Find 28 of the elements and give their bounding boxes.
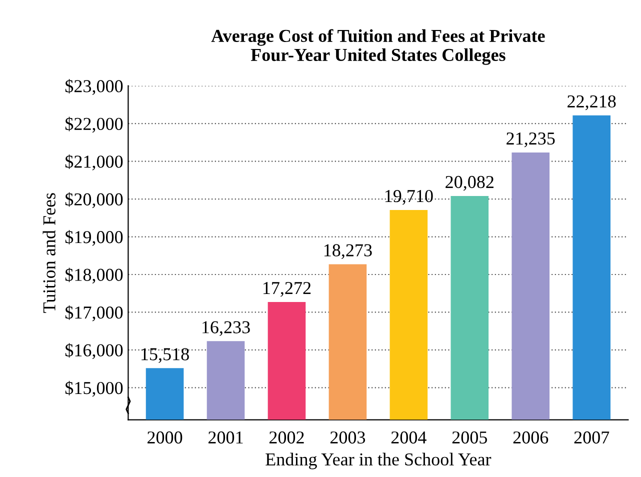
x-tick-label: 2003 [330, 431, 366, 444]
y-tick-label: $18,000 [65, 268, 123, 284]
y-tick-label: $20,000 [65, 192, 123, 208]
y-axis-title: Tuition and Fees [42, 193, 56, 313]
y-tick-label: $16,000 [65, 343, 123, 359]
x-tick-label: 2004 [391, 431, 426, 444]
y-tick-label: $19,000 [65, 230, 123, 246]
x-tick-label: 2007 [574, 431, 610, 444]
y-tick-label: $23,000 [65, 79, 123, 95]
data-label: 18,273 [324, 244, 372, 259]
y-tick-label: $15,000 [65, 380, 123, 397]
data-label: 16,233 [202, 321, 250, 336]
data-label: 22,218 [568, 95, 616, 110]
y-tick-label: $21,000 [65, 154, 123, 170]
x-tick-label: 2005 [452, 431, 487, 444]
data-label: 15,518 [142, 348, 189, 363]
x-tick-label: 2000 [148, 431, 182, 444]
x-axis-title: Ending Year in the School Year [266, 452, 492, 470]
data-label: 20,082 [446, 176, 494, 191]
x-tick-label: 2006 [513, 431, 548, 444]
data-label: 17,272 [263, 282, 311, 297]
chart-title: Average Cost of Tuition and Fees at Private Four-Year United States Colleges [211, 29, 545, 65]
y-tick-label: $22,000 [65, 116, 123, 133]
x-tick-label: 2001 [208, 431, 243, 444]
x-tick-label: 2002 [269, 431, 304, 444]
y-tick-label: $17,000 [65, 305, 123, 322]
data-label: 19,710 [385, 190, 433, 205]
data-label: 21,235 [506, 132, 555, 148]
